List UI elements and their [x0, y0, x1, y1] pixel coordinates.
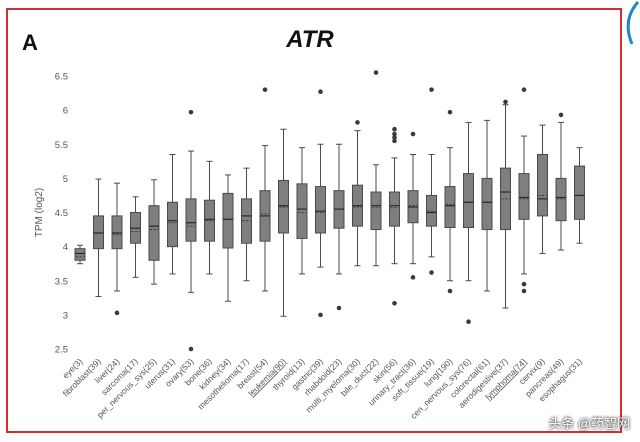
box-body: [574, 165, 585, 220]
box-15: [333, 143, 345, 311]
box-24: [500, 99, 511, 309]
box-3: [111, 182, 123, 316]
box-body: [167, 201, 178, 248]
outlier-point: [392, 138, 397, 144]
box-23: [481, 119, 493, 292]
box-body: [111, 215, 123, 250]
y-tick-label: 5: [63, 174, 68, 185]
outlier-point: [521, 288, 527, 294]
box-body: [148, 205, 160, 261]
outlier-point: [392, 131, 397, 137]
y-tick-label: 6.5: [55, 72, 68, 83]
box-16: [352, 120, 363, 267]
outlier-point: [447, 109, 453, 115]
box-6: [167, 153, 178, 275]
y-tick-label: 3.5: [55, 276, 68, 287]
box-body: [315, 186, 326, 234]
box-11: [259, 87, 271, 292]
box-body: [185, 198, 197, 242]
box-10: [241, 167, 252, 282]
outlier-point: [392, 300, 397, 306]
outlier-point: [188, 346, 194, 352]
outlier-point: [262, 87, 268, 92]
box-26: [537, 124, 548, 254]
outlier-point: [429, 270, 434, 275]
box-1: [74, 244, 86, 265]
outlier-point: [558, 112, 564, 118]
y-tick-label: 3: [63, 310, 68, 321]
box-18: [389, 126, 400, 306]
box-9: [222, 174, 234, 302]
outlier-point: [355, 120, 360, 125]
box-25: [518, 87, 530, 294]
outlier-point: [410, 131, 416, 137]
y-axis-label: TPM (log2): [34, 188, 45, 237]
box-body: [222, 192, 234, 249]
box-body: [444, 186, 456, 229]
box-22: [463, 121, 474, 325]
box-28: [574, 147, 585, 244]
outlier-point: [373, 70, 379, 75]
box-13: [296, 147, 308, 275]
outlier-point: [392, 126, 397, 132]
box-5: [148, 179, 160, 285]
box-4: [130, 196, 141, 278]
box-body: [555, 177, 567, 222]
x-axis: eye(3)fibroblast(39)liver(24)sarcoma(17)…: [60, 356, 584, 421]
y-tick-label: 5.5: [55, 140, 68, 151]
box-body: [463, 173, 474, 229]
figure-frame: [6, 8, 622, 433]
outlier-point: [521, 281, 527, 287]
box-17: [370, 70, 382, 267]
box-27: [555, 112, 567, 251]
box-20: [426, 87, 437, 275]
y-tick-label: 4.5: [55, 208, 68, 219]
watermark-text: 头条 @药智网: [548, 416, 630, 431]
box-body: [370, 191, 382, 231]
outlier-point: [392, 135, 397, 140]
outlier-point: [503, 99, 508, 105]
box-body: [74, 248, 86, 261]
outlier-point: [410, 275, 416, 280]
box-series: [74, 70, 585, 352]
box-12: [278, 128, 289, 317]
chart-title: ATR: [286, 26, 334, 53]
outlier-point: [336, 305, 342, 311]
box-body: [518, 173, 530, 220]
box-7: [185, 109, 197, 352]
box-8: [204, 160, 215, 275]
outlier-point: [466, 319, 471, 325]
outlier-point: [188, 109, 194, 115]
box-body: [389, 191, 400, 227]
outlier-point: [447, 288, 453, 294]
box-body: [296, 183, 308, 239]
box-14: [315, 89, 326, 318]
box-2: [93, 178, 104, 297]
outlier-point: [114, 310, 120, 316]
panel-label: A: [22, 30, 38, 55]
box-body: [481, 177, 493, 231]
y-tick-label: 6: [63, 106, 68, 117]
box-body: [93, 215, 104, 250]
outlier-point: [521, 87, 527, 92]
box-19: [407, 131, 419, 280]
outlier-point: [318, 312, 323, 318]
y-tick-label: 2.5: [55, 345, 68, 356]
outlier-point: [318, 89, 323, 94]
y-axis: 2.5 3 3.5 4 4.5 5 5.5 6 6.5 TPM (log2): [34, 72, 68, 356]
box-body: [537, 153, 548, 217]
box-21: [444, 109, 456, 294]
outlier-point: [429, 87, 434, 92]
y-tick-label: 4: [63, 242, 68, 253]
accent-arc-icon: [626, 1, 640, 45]
